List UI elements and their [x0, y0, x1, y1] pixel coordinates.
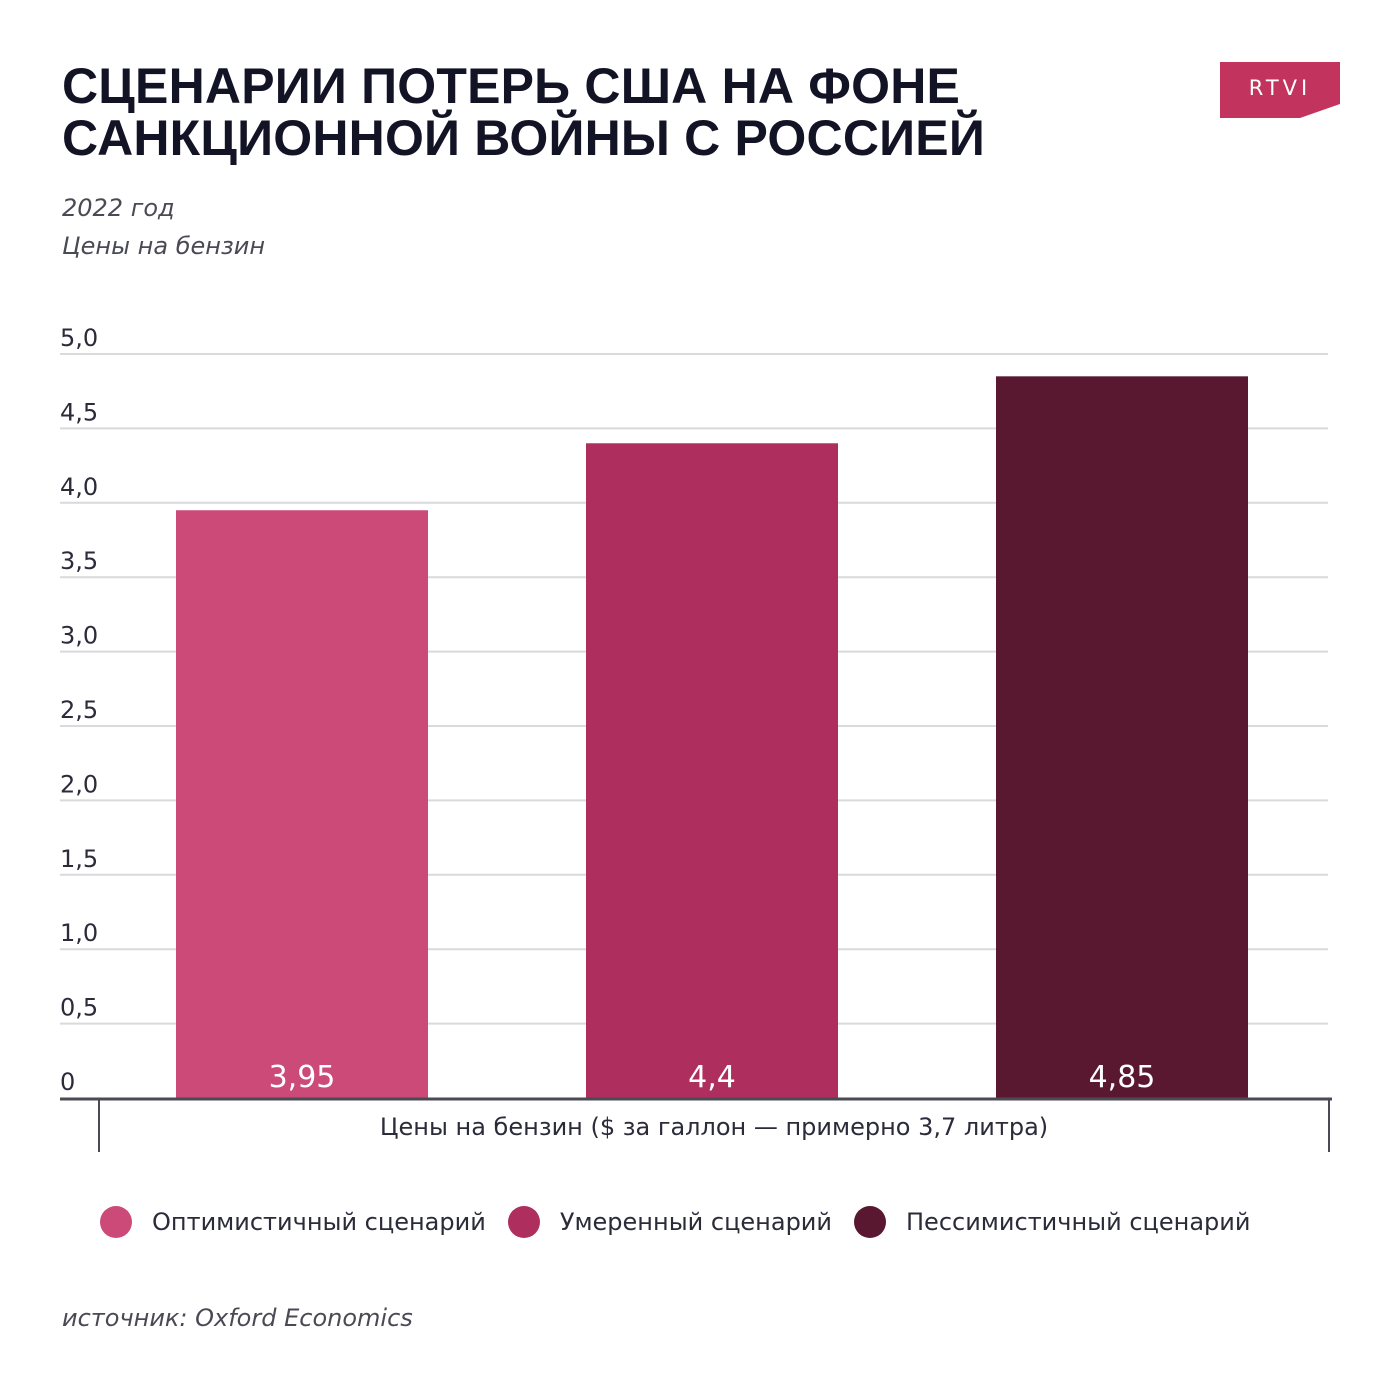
- chart-subtitle-topic: Цены на бензин: [62, 232, 266, 260]
- y-tick-label: 4,5: [60, 398, 98, 426]
- y-tick-label: 1,5: [60, 845, 98, 873]
- y-tick-label: 4,0: [60, 473, 98, 501]
- y-tick-label: 0,5: [60, 994, 98, 1022]
- y-tick-label: 5,0: [60, 324, 98, 352]
- legend-item: Умеренный сценарий: [507, 1206, 832, 1238]
- logo-badge-shape: [1220, 62, 1340, 118]
- legend-swatch: [854, 1206, 886, 1238]
- legend-swatch: [507, 1206, 540, 1238]
- y-axis-tick-labels: 0 0,5 1,0 1,5 2,0 2,5 3,0 3,5 4,0 4,5 5,0: [60, 324, 98, 1096]
- chart-title: СЦЕНАРИИ ПОТЕРЬ США НА ФОНЕ САНКЦИОННОЙ …: [62, 60, 1142, 164]
- legend-item: Оптимистичный сценарий: [100, 1206, 486, 1238]
- legend-label: Умеренный сценарий: [559, 1208, 832, 1236]
- bar-value-label: 3,95: [269, 1060, 336, 1095]
- chart-title-line-1: СЦЕНАРИИ ПОТЕРЬ США НА ФОНЕ: [62, 58, 961, 114]
- y-tick-label: 2,5: [60, 696, 98, 724]
- legend-label: Пессимистичный сценарий: [906, 1208, 1251, 1236]
- y-tick-label: 3,5: [60, 547, 98, 575]
- y-tick-label: 1,0: [60, 919, 98, 947]
- legend-label: Оптимистичный сценарий: [152, 1208, 486, 1236]
- chart-title-line-2: САНКЦИОННОЙ ВОЙНЫ С РОССИЕЙ: [62, 110, 985, 166]
- chart-legend: Оптимистичный сценарий Умеренный сценарий…: [100, 1204, 1250, 1240]
- rtvi-logo: RTVI: [1220, 62, 1340, 118]
- logo-text: RTVI: [1248, 76, 1312, 100]
- x-axis-label: Цены на бензин ($ за галлон — примерно 3…: [380, 1113, 1048, 1141]
- bar-value-label: 4,4: [688, 1060, 736, 1095]
- bar-value-labels: 3,95 4,4 4,85: [269, 1060, 1156, 1095]
- bar-3: [996, 376, 1248, 1098]
- legend-item: Пессимистичный сценарий: [854, 1206, 1250, 1238]
- bar-value-label: 4,85: [1089, 1060, 1156, 1095]
- y-tick-label: 3,0: [60, 622, 98, 650]
- y-tick-label: 0: [60, 1068, 75, 1096]
- source-note: источник: Oxford Economics: [62, 1304, 413, 1332]
- legend-swatch: [100, 1206, 132, 1238]
- y-tick-label: 2,0: [60, 770, 98, 798]
- bar-1: [176, 510, 428, 1098]
- chart-bars: [176, 376, 1248, 1098]
- bar-2: [586, 443, 838, 1098]
- chart-subtitle-year: 2022 год: [62, 194, 175, 222]
